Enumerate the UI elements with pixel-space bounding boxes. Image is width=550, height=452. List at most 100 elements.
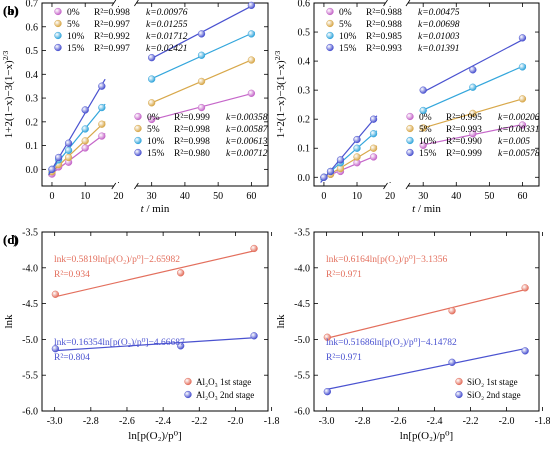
fit-line: [55, 250, 255, 298]
data-point: [518, 95, 527, 103]
data-point: [419, 124, 427, 132]
data-point: [98, 82, 106, 90]
y-axis-label: lnk: [275, 314, 287, 329]
data-point: [64, 139, 73, 147]
data-point: [81, 144, 89, 152]
plot-frame: [41, 231, 269, 412]
data-point: [518, 63, 527, 71]
x-tick-label: 50: [484, 191, 494, 202]
legend-series-name: 15%: [419, 149, 437, 159]
x-axis-label: ln[p(O₂)/p⁰]: [128, 430, 181, 442]
data-point: [369, 153, 378, 161]
data-point: [353, 153, 361, 161]
legend-marker: [134, 136, 142, 145]
legend-r2: R²=0.998: [174, 125, 210, 135]
legend-k: k=0.00712: [226, 149, 268, 159]
axis-break-mark: [111, 182, 117, 190]
x-tick-label: 30: [418, 191, 428, 202]
y-tick-label: 0.3: [298, 86, 311, 97]
data-point: [148, 99, 156, 107]
legend-k: k=0.01003: [418, 32, 460, 42]
y-axis-label: 1+2(1−x)−3(1−x)2/3: [273, 50, 287, 138]
legend-series-name: 0%: [339, 8, 352, 18]
legend-series-name: 0%: [147, 113, 160, 123]
data-point: [51, 290, 60, 298]
x-tick-label: -2.6: [391, 416, 407, 427]
y-tick-label: 0.5: [26, 46, 39, 57]
x-axis-label: t / min: [141, 203, 170, 215]
y-tick-label: 0.5: [298, 28, 311, 39]
data-point: [98, 120, 106, 128]
legend-k: k=0.00578: [498, 149, 540, 159]
y-tick-label: 0.2: [298, 115, 311, 126]
y-tick-label: -4.5: [22, 299, 38, 310]
legend-series-name: 15%: [67, 44, 85, 54]
data-point: [518, 34, 527, 42]
legend-k: k=0.00358: [226, 113, 268, 123]
y-tick-label: -4.5: [294, 299, 310, 310]
legend-k: k=0.00206: [498, 113, 540, 123]
y-axis-label: lnk: [3, 314, 15, 329]
legend-marker: [184, 377, 192, 386]
legend-k: k=0.00475: [418, 8, 460, 18]
legend-marker: [54, 19, 62, 28]
legend-marker: [184, 390, 192, 399]
data-point: [177, 342, 185, 350]
legend-r2: R²=0.995: [446, 113, 482, 123]
x-tick-label: -2.4: [155, 416, 171, 427]
data-point: [320, 173, 328, 181]
data-point: [54, 153, 63, 162]
y-tick-label: 0.0: [26, 165, 39, 176]
legend-marker: [54, 7, 62, 16]
fit-line: [327, 347, 526, 390]
axis-break: [113, 0, 137, 6]
data-point: [469, 66, 477, 74]
fit-r2: R²=0.804: [54, 353, 90, 363]
y-tick-label: 0.3: [26, 94, 39, 105]
legend-marker: [326, 31, 334, 40]
panel-d: -3.0 -2.8 -2.6 -2.4 -2.2 -2.0 -1.8 -6.0 -5.5 -5.0…: [3, 228, 550, 443]
data-point: [323, 388, 331, 396]
legend-marker: [134, 124, 142, 133]
legend-series-name: 5%: [339, 20, 352, 30]
fit-equation: lnk=0.16354ln[p(O₂)/p⁰]−4.66687: [54, 337, 185, 348]
legend-k: k=0.01255: [146, 20, 188, 30]
fit-r2: R²=0.971: [326, 353, 362, 363]
axis-break-mark: [383, 0, 388, 7]
data-point: [521, 347, 529, 355]
axis-break-mark: [134, 0, 139, 7]
axis-break: [113, 183, 137, 189]
panel-label: (b): [3, 3, 19, 18]
legend-marker: [455, 377, 463, 386]
legend-series-name: 5%: [419, 125, 432, 135]
legend-r2: R²=0.997: [94, 20, 130, 30]
x-tick-label: 40: [180, 191, 190, 202]
data-point: [98, 103, 106, 112]
x-tick-label: 50: [213, 191, 223, 202]
legend-marker: [406, 112, 414, 121]
legend-marker: [326, 7, 334, 16]
data-point: [81, 137, 89, 145]
data-point: [197, 103, 206, 112]
data-point: [521, 284, 529, 292]
x-tick-label: 0: [321, 191, 326, 202]
data-point: [323, 333, 331, 341]
x-tick-label: 10: [80, 191, 90, 202]
axis-break-mark: [405, 182, 411, 190]
y-tick-label: 0.0: [298, 173, 311, 184]
fit-r2: R²=0.934: [54, 270, 90, 280]
legend-r2: R²=0.985: [366, 32, 402, 42]
legend-marker: [326, 43, 334, 52]
panel-label: (a): [3, 3, 18, 18]
x-tick-label: -2.8: [355, 416, 371, 427]
data-point: [247, 30, 256, 38]
data-point: [81, 125, 89, 133]
legend-series-name: 15%: [339, 44, 357, 54]
data-point: [336, 156, 345, 164]
data-point: [448, 358, 456, 366]
data-point: [518, 121, 527, 129]
legend-series-name: 10%: [339, 32, 357, 42]
x-tick-label: -2.2: [463, 416, 479, 427]
data-point: [250, 332, 258, 340]
fit-line: [327, 289, 526, 339]
